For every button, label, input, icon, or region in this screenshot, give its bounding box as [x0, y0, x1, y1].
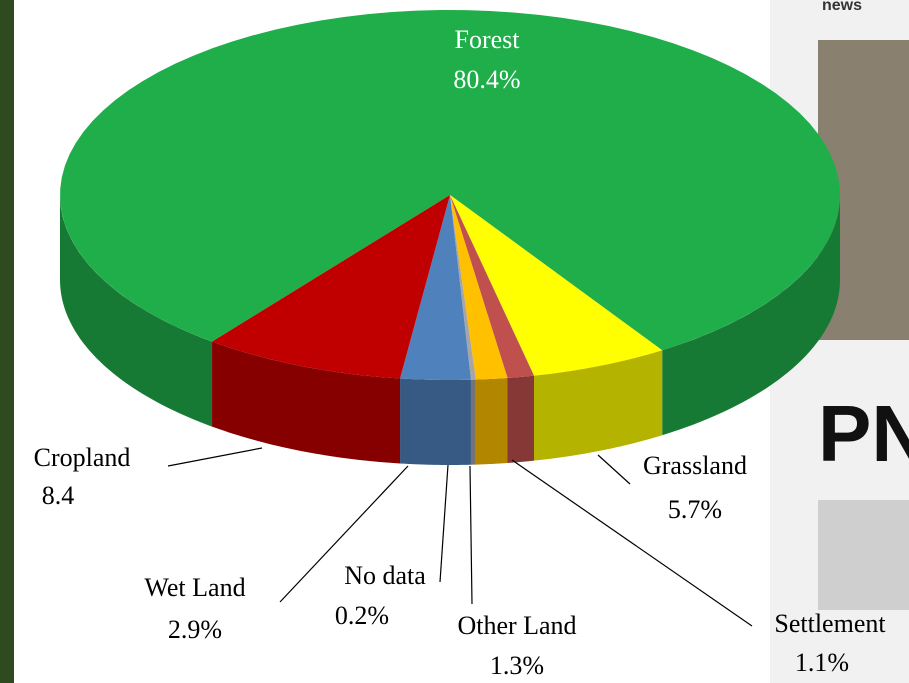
leader-line: [597, 454, 631, 485]
forest-strip: [0, 0, 14, 683]
category-label: Settlement: [774, 609, 886, 638]
slice-side: [475, 377, 508, 465]
slice: [450, 195, 476, 380]
category-label: Other Land: [457, 611, 576, 640]
pie: [60, 10, 840, 465]
slice: [450, 195, 508, 380]
category-label: Forest: [455, 25, 521, 54]
newspaper-text: [818, 500, 909, 610]
newspaper-header: news: [822, 0, 862, 14]
newspaper-headline: PN: [818, 389, 909, 478]
leader-line: [279, 465, 409, 603]
slice: [60, 10, 840, 351]
slice-side: [662, 195, 840, 436]
leader-line: [511, 459, 753, 627]
slice: [400, 195, 471, 380]
value-label: 80.4%: [453, 65, 520, 94]
leader-line: [469, 465, 473, 605]
category-label: Cropland: [34, 443, 131, 472]
slice-side: [400, 378, 471, 465]
slice-side: [212, 341, 401, 464]
leader-line: [439, 464, 449, 583]
value-label: 1.3%: [490, 651, 544, 680]
category-label: Grassland: [643, 451, 747, 480]
slice-side: [60, 195, 213, 427]
value-label: 0.2%: [335, 601, 389, 630]
value-label: 2.9%: [168, 615, 222, 644]
value-label: 8.4: [42, 481, 75, 510]
slice: [212, 195, 450, 379]
slice-side: [470, 379, 476, 465]
leader-line: [167, 447, 263, 467]
value-label: 1.1%: [795, 648, 849, 677]
slice: [450, 195, 535, 378]
value-label: 5.7%: [668, 495, 722, 524]
slice-side: [534, 350, 663, 461]
slice: [450, 195, 663, 376]
category-label: No data: [344, 561, 426, 590]
slice-side: [507, 375, 535, 463]
category-label: Wet Land: [144, 573, 245, 602]
